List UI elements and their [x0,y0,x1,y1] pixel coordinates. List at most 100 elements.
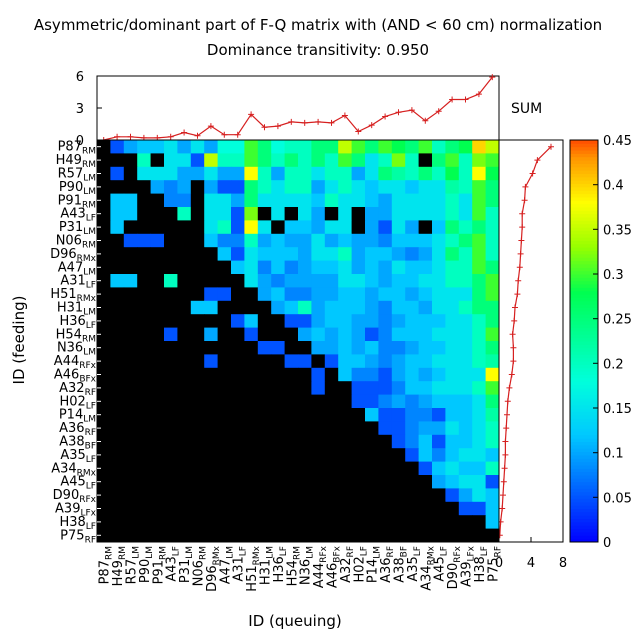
heatmap-cell [164,381,178,395]
top-sum-point [395,109,402,116]
heatmap-cell [257,341,272,355]
y-tick-sub: RM [82,334,96,344]
colorbar-band [570,515,598,520]
heatmap-cell [391,140,406,154]
heatmap-cell [311,408,326,422]
heatmap-cell [311,220,326,235]
heatmap-cell [271,180,285,194]
heatmap-cell [338,207,352,221]
heatmap-cell [445,233,460,248]
heatmap-cell [164,274,178,288]
heatmap-cell [97,475,111,489]
heatmap-cell [458,220,473,235]
heatmap-cell [271,461,285,476]
heatmap-cell [137,287,151,302]
x-tick-sub: LM [132,546,142,559]
heatmap-cell [338,220,352,235]
heatmap-cell [365,260,379,275]
heatmap-cell [458,367,473,382]
heatmap-cell [257,434,272,449]
heatmap-cell [204,461,218,476]
y-tick-sub: LF [86,281,96,291]
top-sum-point [462,96,469,103]
right-sum-point [514,291,521,298]
x-tick-sub: RMx [212,545,222,565]
heatmap-cell [418,528,433,543]
heatmap-cell [271,421,285,436]
colorbar-frame [569,139,599,543]
heatmap-cell [432,341,446,355]
heatmap-cell [257,354,272,369]
colorbar-band [570,501,598,506]
y-tick-label: N06RM [56,234,96,251]
heatmap-cell [123,274,138,288]
heatmap-cell [351,341,366,355]
colorbar-band [570,267,598,272]
heatmap-cell [324,233,339,248]
y-tick-label: H51RMx [50,287,96,304]
heatmap-cell [164,140,178,154]
heatmap-cell [177,247,192,261]
y-tick-sub: BF [85,442,96,452]
heatmap-cell [311,367,326,382]
heatmap-cell [150,327,165,342]
heatmap-cell [150,300,165,315]
heatmap-cell [458,501,473,516]
colorbar-band [570,351,598,355]
heatmap-cell [271,381,285,395]
heatmap-cell [338,300,352,315]
heatmap-cell [231,314,245,328]
x-tick-sub: LM [185,546,195,559]
heatmap-cell [164,180,178,194]
heatmap-cell [150,233,165,248]
heatmap-cell [271,528,285,543]
heatmap-cell [311,475,326,489]
heatmap-cell [97,180,111,194]
heatmap-cell [298,166,312,181]
heatmap-cell [137,448,151,462]
heatmap-cell [432,260,446,275]
x-tick-main: H36 [272,556,287,582]
colorbar-band [570,223,598,228]
y-tick-sub: LFx [80,509,96,519]
heatmap-cell [324,488,339,503]
heatmap-cell [445,354,460,369]
heatmap-cell [110,488,125,503]
heatmap-cell [338,140,352,154]
heatmap-cell [365,408,379,422]
colorbar-band [570,421,598,426]
heatmap-cell [458,461,473,476]
right-sum-point [509,331,516,338]
heatmap-cell [472,408,486,422]
heatmap-cell [458,207,473,221]
colorbar-tick-label: 0.4 [603,179,624,194]
heatmap-cell [391,341,406,355]
heatmap-cell [190,327,205,342]
heatmap-cell [391,367,406,382]
colorbar-band [570,495,598,499]
right-sum-point [519,210,526,217]
colorbar-band [570,448,598,453]
heatmap-cell [405,247,419,261]
heatmap-cell [150,448,165,462]
heatmap-cell [351,408,366,422]
x-tick-sub: LF [239,546,249,556]
heatmap-cell [472,153,486,168]
heatmap-cell [472,421,486,436]
heatmap-cell [472,488,486,503]
heatmap-cell [97,448,111,462]
heatmap-cell [311,434,326,449]
heatmap-cell [391,327,406,342]
x-tick-label: A34RMx [419,545,436,590]
heatmap-cell [164,247,178,261]
heatmap-cell [284,341,299,355]
heatmap-cell [110,247,125,261]
heatmap-cell [432,300,446,315]
x-tick-sub: RM [292,546,302,560]
colorbar-band [570,297,598,302]
top-tick-label: 6 [76,70,84,85]
heatmap-cell [177,220,192,235]
heatmap-cell [257,260,272,275]
y-tick-label: P75RF [60,528,96,545]
heatmap-cell [204,528,218,543]
